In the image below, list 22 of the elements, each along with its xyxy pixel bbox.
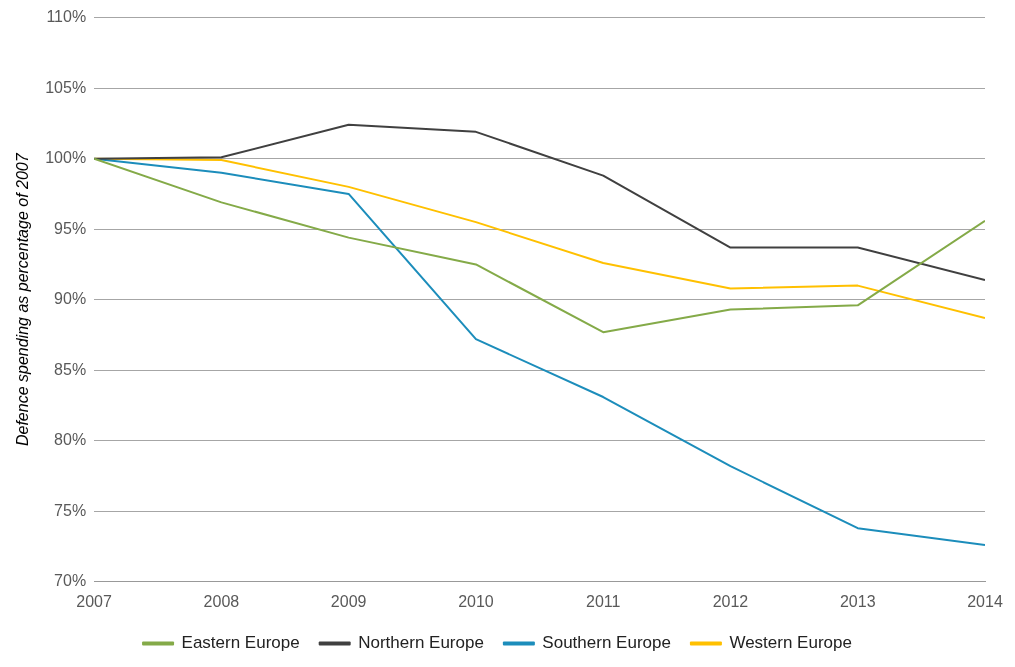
x-tick-label: 2010: [458, 592, 494, 610]
y-tick-label: 80%: [54, 431, 87, 449]
legend-label: Western Europe: [729, 633, 852, 653]
y-tick-label: 70%: [54, 572, 87, 590]
x-tick-label: 2008: [203, 592, 240, 610]
x-tick-label: 2014: [967, 592, 1003, 610]
y-axis-title: Defence spending as percentage of 2007: [14, 152, 32, 447]
legend-label: Northern Europe: [358, 633, 484, 653]
y-tick-label: 100%: [45, 149, 87, 167]
y-tick-label: 85%: [54, 360, 87, 378]
y-tick-label: 90%: [54, 290, 87, 308]
x-tick-label: 2009: [330, 592, 367, 610]
legend-label: Southern Europe: [542, 633, 671, 653]
y-tick-label: 110%: [46, 8, 87, 26]
legend-label: Eastern Europe: [181, 633, 300, 653]
x-tick-label: 2012: [712, 592, 749, 610]
y-tick-label: 105%: [45, 78, 87, 96]
x-tick-label: 2013: [839, 592, 876, 610]
y-tick-label: 95%: [54, 219, 87, 237]
x-tick-label: 2007: [76, 592, 113, 610]
x-tick-label: 2011: [585, 592, 621, 610]
y-tick-label: 75%: [54, 501, 87, 519]
